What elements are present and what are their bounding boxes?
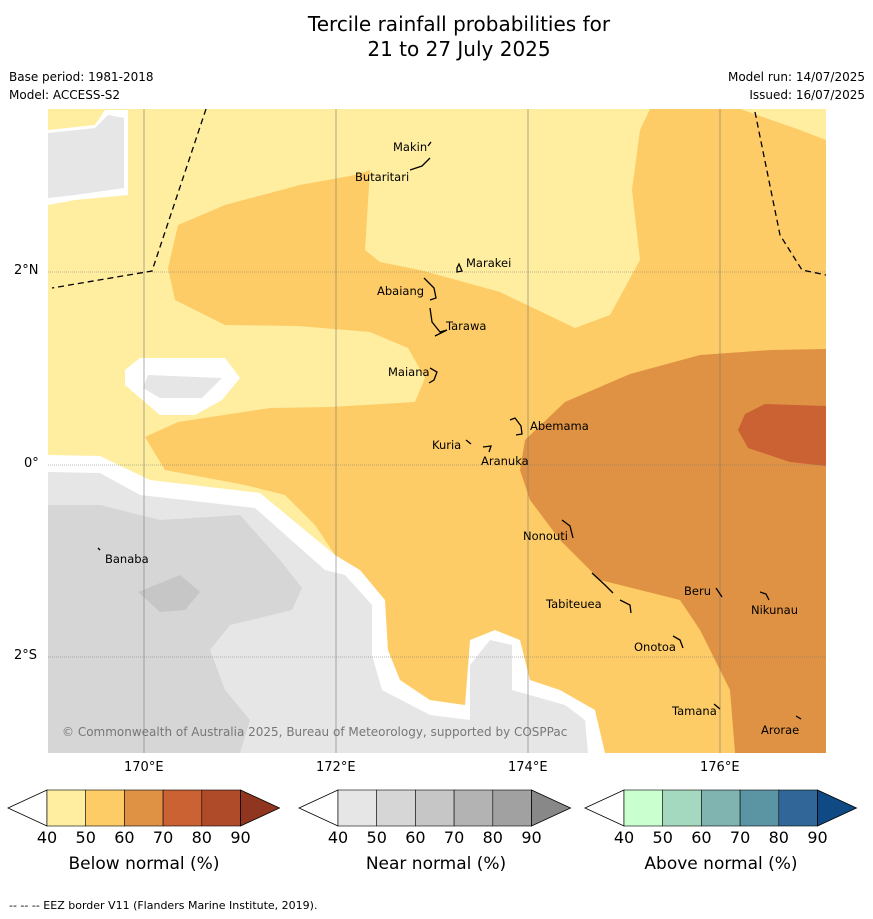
below-swatch-5 [201,789,241,827]
above-tick-90: 90 [807,828,827,847]
base-period: Base period: 1981-2018 [9,70,154,84]
below-extend-low [7,789,48,827]
above-tick-50: 50 [653,828,673,847]
below-swatch-1 [46,789,87,827]
below-tick-60: 60 [114,828,134,847]
below-swatch-3 [124,789,164,827]
island-labels: Makin Butaritari Marakei Abaiang Tarawa Maian… [105,140,799,737]
gridlines [48,109,826,753]
title-line-1: Tercile rainfall probabilities for [307,12,611,36]
below-tick-80: 80 [192,828,212,847]
near-swatch-1 [337,789,378,827]
above-swatch-1 [623,789,664,827]
model-name: Model: ACCESS-S2 [9,88,121,102]
lon-tick-176e: 176°E [700,760,740,775]
island-label-nonouti: Nonouti [523,529,568,543]
island-label-butaritari: Butaritari [355,170,409,184]
map-title: Tercile rainfall probabilities for 21 to… [0,12,873,62]
above-extend-low [584,789,625,827]
above-swatch-4 [739,789,780,827]
lat-tick-2n: 2°N [14,263,39,278]
near-tick-40: 40 [328,828,348,847]
island-label-onotoa: Onotoa [634,640,676,654]
island-label-makin: Makin [393,140,427,154]
near-40-region-mid-inner [143,375,222,398]
island-label-tarawa: Tarawa [445,319,486,333]
below-70-region [738,404,826,466]
near-60-region [138,575,200,612]
island-label-tabiteuea: Tabiteuea [545,597,602,611]
near-tick-60: 60 [405,828,425,847]
near-swatch-4 [453,789,494,827]
island-label-banaba: Banaba [105,552,149,566]
above-swatch-5 [778,789,818,827]
above-tick-40: 40 [614,828,634,847]
model-run: Model run: 14/07/2025 [727,70,865,84]
below-tick-40: 40 [37,828,57,847]
eez-borders [51,109,826,289]
colorbar-near-label: Near normal (%) [365,854,507,874]
island-label-abemama: Abemama [530,419,589,433]
island-label-aranuka: Aranuka [481,454,529,468]
near-tick-50: 50 [367,828,387,847]
meta-right: Model run: 14/07/2025 Issued: 16/07/2025 [728,68,865,104]
below-swatch-2 [85,789,125,827]
near-swatch-5 [492,789,532,827]
colorbar-above-normal: 40 50 60 70 80 90 [584,789,858,847]
near-tick-70: 70 [444,828,464,847]
below-extend-high [240,789,281,827]
colorbar-below-label: Below normal (%) [68,854,220,874]
map-panel: Makin Butaritari Marakei Abaiang Tarawa Maian… [48,109,826,753]
above-tick-70: 70 [730,828,750,847]
below-tick-70: 70 [153,828,173,847]
near-40-region-north-inner [48,115,124,198]
island-label-tamana: Tamana [671,704,717,718]
near-swatch-2 [376,789,416,827]
lat-tick-0: 0° [24,456,39,471]
island-outlines [97,141,802,720]
lon-tick-170e: 170°E [124,760,164,775]
below-tick-50: 50 [76,828,96,847]
above-tick-60: 60 [691,828,711,847]
island-label-beru: Beru [684,584,711,598]
lat-tick-2s: 2°S [14,648,38,663]
meta-left: Base period: 1981-2018 Model: ACCESS-S2 [9,68,154,104]
near-50-region [48,505,302,753]
island-label-abaiang: Abaiang [377,284,424,298]
above-tick-80: 80 [769,828,789,847]
colorbar-near-normal: 40 50 60 70 80 90 [298,789,572,847]
issued-date: Issued: 16/07/2025 [749,88,865,102]
below-swatch-4 [162,789,203,827]
colorbar-above-label: Above normal (%) [644,854,798,874]
above-swatch-3 [701,789,741,827]
above-extend-high [817,789,858,827]
island-label-nikunau: Nikunau [751,603,798,617]
eez-footer-note: -- -- -- EEZ border V11 (Flanders Marine… [9,899,318,912]
below-60-region [520,349,826,753]
island-label-kuria: Kuria [432,438,461,452]
island-label-arorae: Arorae [761,723,799,737]
near-swatch-3 [415,789,455,827]
island-label-maiana: Maiana [388,365,430,379]
above-swatch-2 [662,789,702,827]
below-tick-90: 90 [230,828,250,847]
near-tick-80: 80 [483,828,503,847]
lon-tick-172e: 172°E [316,760,356,775]
lon-tick-174e: 174°E [508,760,548,775]
island-label-marakei: Marakei [466,256,511,270]
near-tick-90: 90 [521,828,541,847]
colorbar-below-normal: 40 50 60 70 80 90 [7,789,281,847]
copyright-text: © Commonwealth of Australia 2025, Bureau… [62,725,567,739]
title-line-2: 21 to 27 July 2025 [367,37,551,61]
near-extend-high [531,789,572,827]
near-extend-low [298,789,339,827]
